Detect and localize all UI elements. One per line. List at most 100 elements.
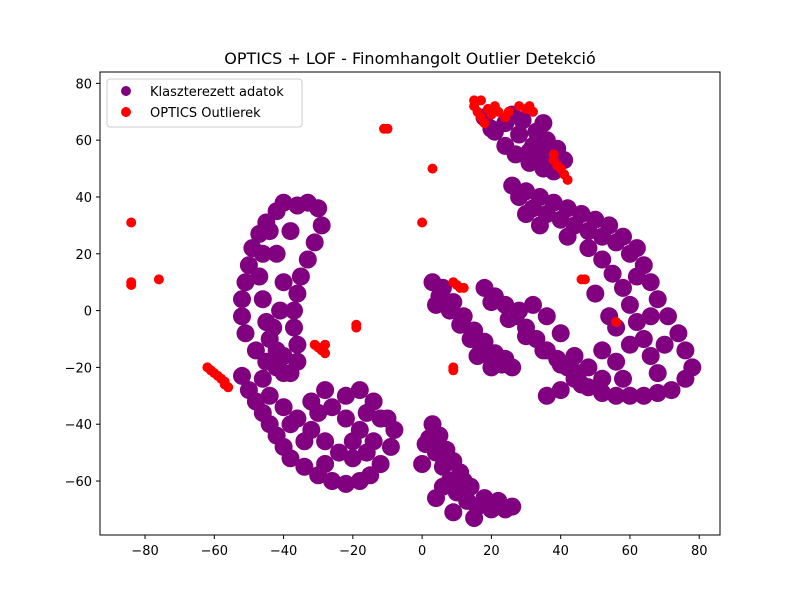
data-point: [458, 282, 469, 293]
data-point: [503, 176, 522, 195]
data-point: [433, 278, 452, 297]
data-point: [476, 95, 486, 106]
data-point: [320, 348, 331, 359]
data-point: [479, 118, 490, 129]
data-point: [506, 145, 525, 164]
x-tick-label: −20: [339, 544, 366, 559]
x-axis: −80 −60 −40 −20 0 20 40 60 80: [131, 535, 707, 559]
x-tick-label: 80: [691, 544, 708, 559]
data-point: [620, 295, 639, 314]
data-point: [641, 273, 660, 292]
data-point: [336, 474, 355, 493]
data-point: [558, 227, 577, 246]
data-point: [593, 250, 612, 269]
data-point: [350, 381, 369, 400]
y-tick-label: 80: [75, 77, 92, 92]
data-point: [579, 358, 598, 377]
y-tick-label: 20: [75, 248, 92, 263]
data-point: [614, 278, 632, 297]
data-point: [274, 273, 293, 292]
data-point: [641, 307, 660, 326]
data-point: [614, 369, 632, 388]
legend-box: [106, 78, 303, 128]
data-point: [285, 301, 303, 320]
x-tick-label: −80: [131, 544, 158, 559]
data-point: [253, 369, 272, 388]
data-point: [233, 290, 251, 309]
data-point: [530, 188, 549, 206]
data-point: [537, 307, 556, 326]
data-point: [382, 123, 393, 134]
data-point: [454, 307, 473, 326]
data-point: [648, 384, 667, 402]
data-point: [475, 332, 494, 351]
data-point: [627, 267, 646, 286]
data-point: [343, 449, 362, 468]
data-point: [316, 455, 335, 473]
data-point: [427, 295, 445, 314]
data-point: [517, 205, 535, 223]
data-point: [253, 290, 272, 309]
data-point: [634, 386, 653, 405]
data-point: [320, 339, 331, 350]
data-point: [343, 432, 362, 451]
data-point: [323, 398, 342, 417]
data-point: [551, 355, 570, 374]
data-point: [544, 193, 563, 212]
data-point: [565, 347, 584, 365]
data-point: [503, 106, 514, 117]
data-point: [427, 163, 438, 174]
data-point: [534, 341, 553, 360]
data-point: [371, 409, 390, 428]
data-point: [233, 366, 251, 385]
data-point: [648, 364, 667, 383]
data-point: [153, 274, 164, 285]
y-tick-label: −20: [65, 361, 92, 376]
x-tick-label: 40: [552, 544, 569, 559]
data-point: [662, 381, 681, 400]
data-point: [465, 321, 484, 340]
plot-frame: [99, 71, 721, 536]
data-point: [562, 174, 573, 185]
data-point: [586, 210, 605, 229]
data-point: [593, 369, 612, 388]
data-point: [641, 347, 660, 365]
data-point: [316, 432, 335, 451]
data-point: [285, 318, 303, 337]
data-point: [253, 244, 272, 263]
data-point: [510, 301, 529, 320]
data-point: [336, 409, 355, 428]
y-axis: −60 −40 −20 0 20 40 60 80: [65, 77, 100, 490]
y-tick-label: 60: [75, 134, 92, 149]
data-point: [620, 386, 639, 405]
data-point: [620, 335, 639, 354]
chart-title: OPTICS + LOF - Finomhangolt Outlier Dete…: [224, 49, 596, 68]
data-point: [537, 386, 556, 405]
data-point: [239, 256, 258, 275]
data-point: [593, 341, 612, 360]
data-point: [236, 273, 255, 292]
data-point: [614, 227, 632, 246]
data-point: [233, 307, 251, 326]
data-point: [517, 327, 535, 346]
legend: Klaszterezett adatok OPTICS Outlierek: [106, 78, 303, 128]
legend-label-clustered: Klaszterezett adatok: [150, 85, 284, 100]
data-point: [603, 264, 622, 283]
data-point: [330, 443, 348, 462]
data-point: [274, 347, 293, 365]
data-point: [551, 381, 570, 400]
data-point: [381, 437, 400, 456]
data-point: [246, 341, 265, 360]
x-tick-label: 20: [483, 544, 500, 559]
data-point: [430, 426, 449, 445]
data-point: [659, 307, 677, 326]
data-point: [579, 274, 590, 285]
y-tick-label: 0: [84, 305, 92, 320]
data-point: [295, 457, 314, 476]
data-point: [126, 217, 137, 228]
data-point: [683, 358, 702, 377]
points-layer: [126, 95, 702, 527]
data-point: [281, 415, 300, 434]
data-point: [465, 509, 484, 527]
